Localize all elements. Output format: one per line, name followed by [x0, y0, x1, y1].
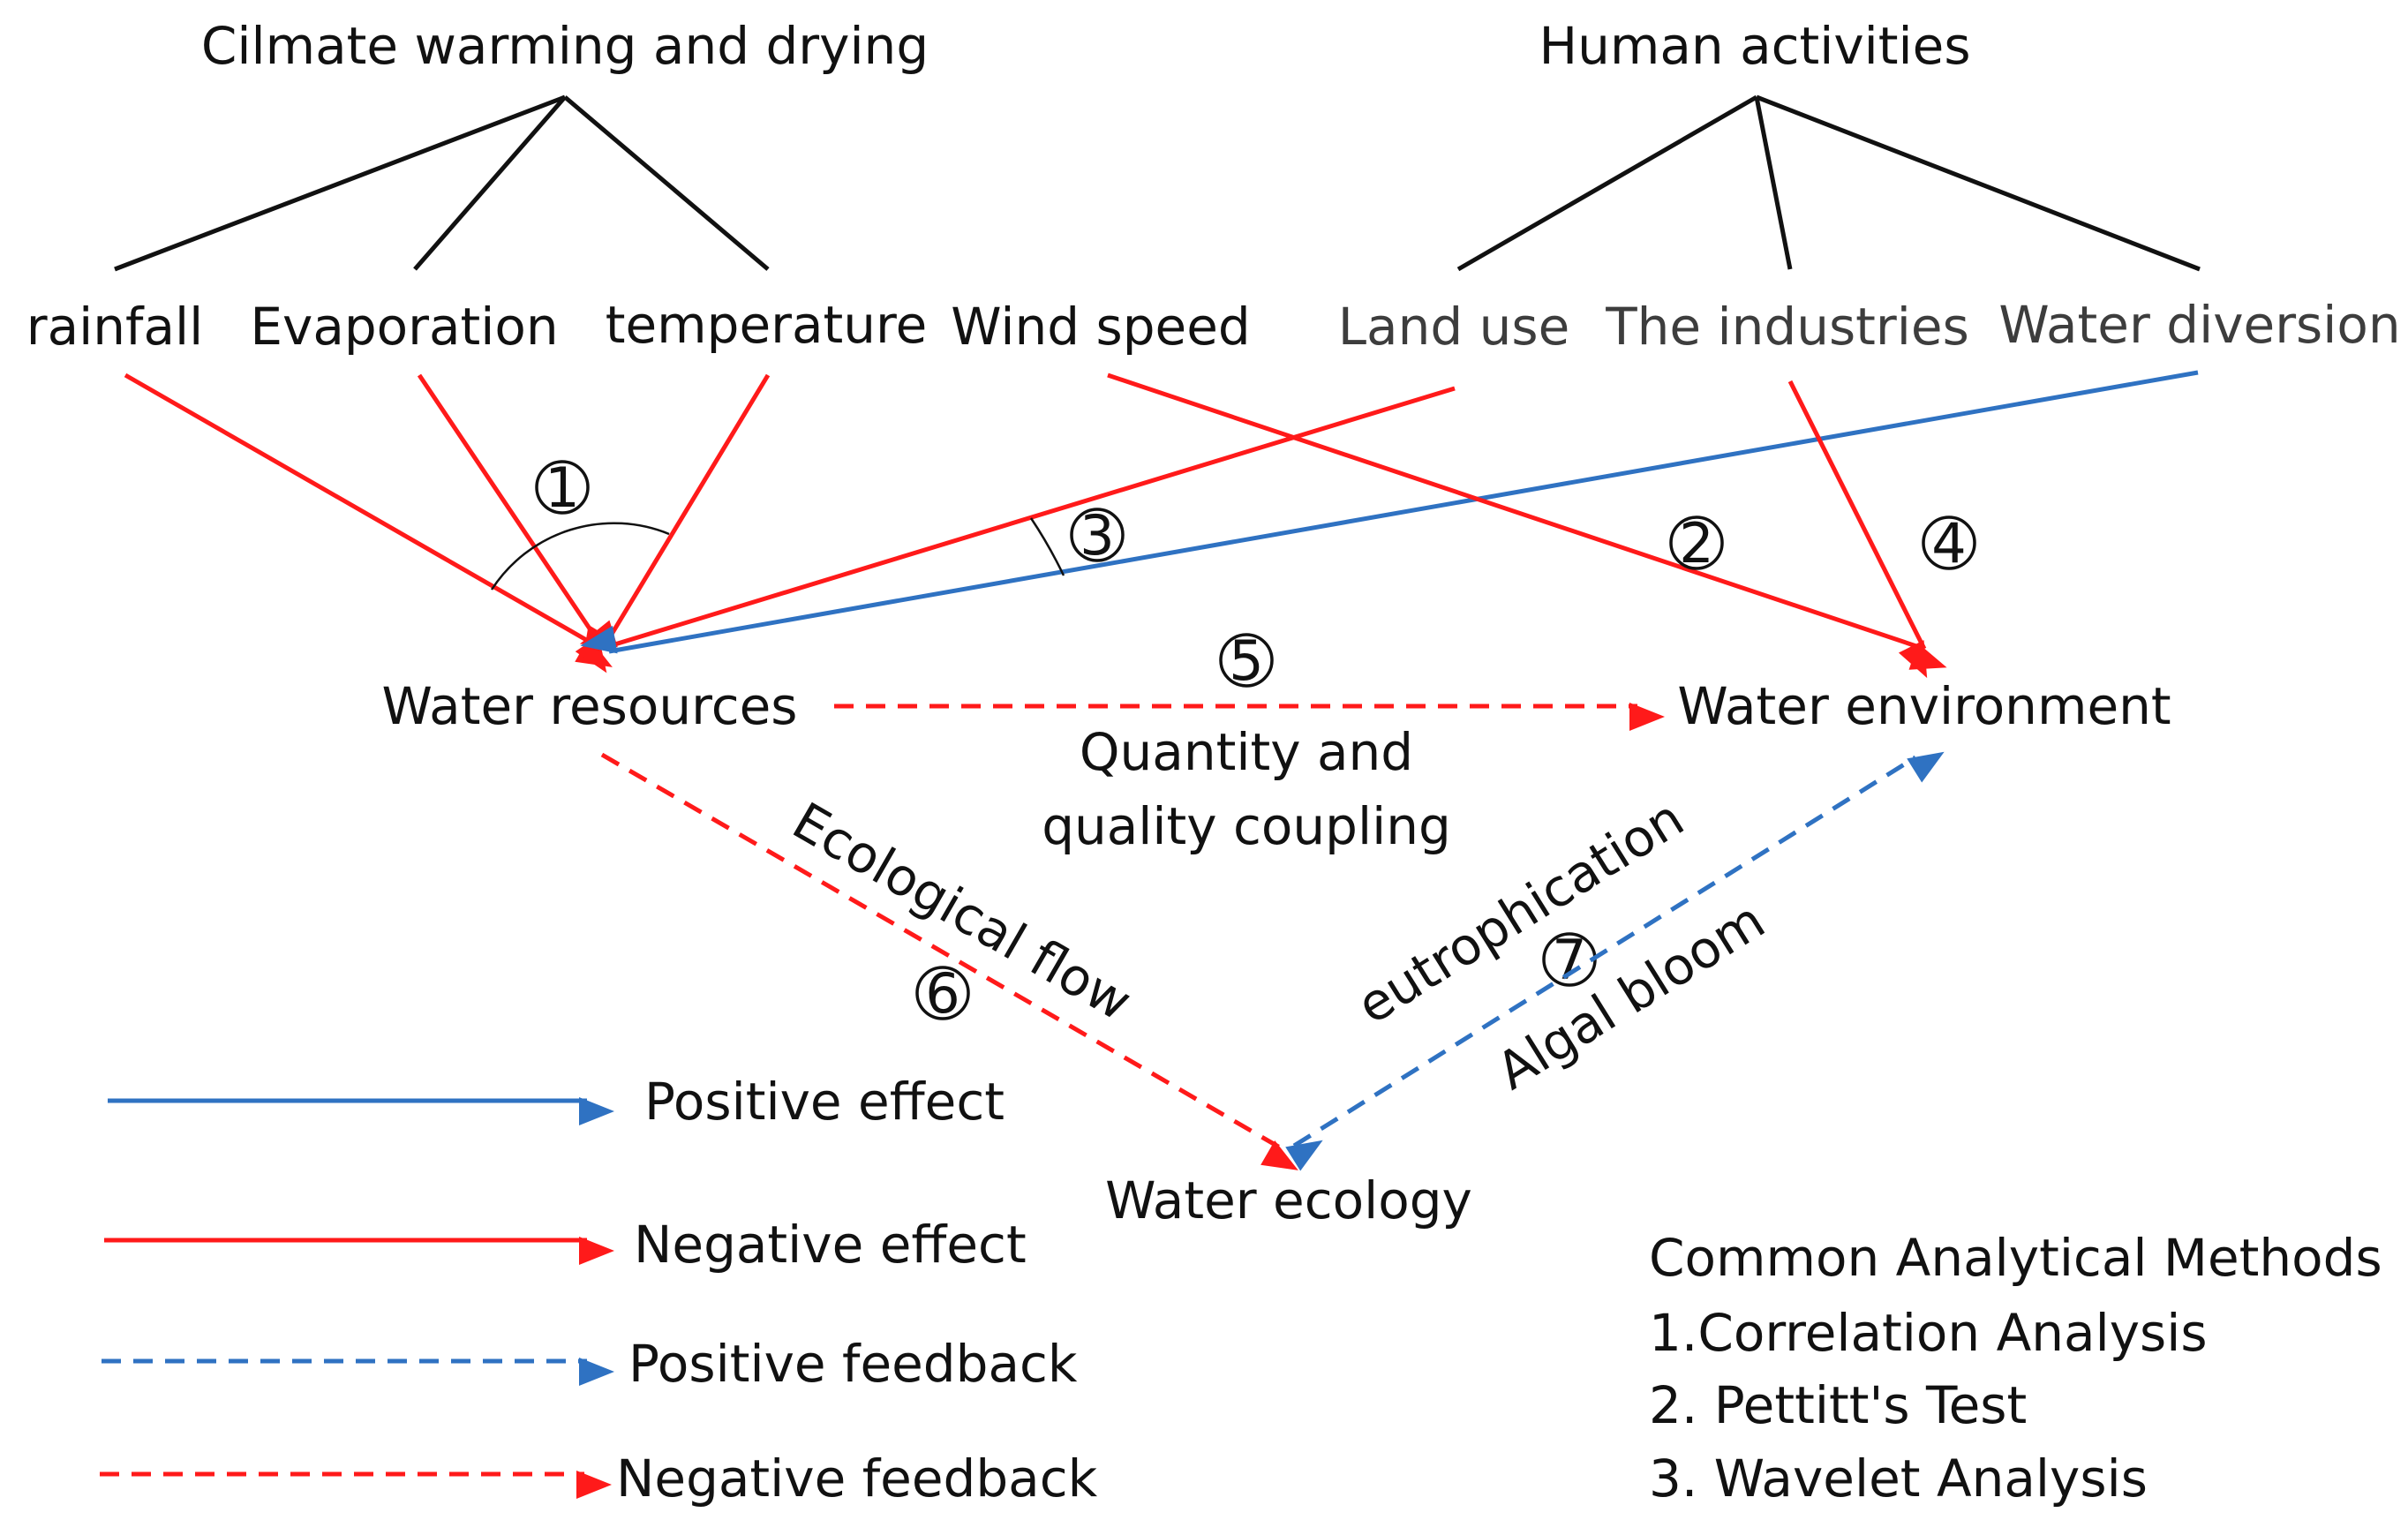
coupling-label-line2: quality coupling [1042, 796, 1451, 856]
arrow-water-resources-to-water-ecology [600, 752, 1298, 1170]
svg-text:4: 4 [1931, 511, 1966, 576]
node-water-resources: Water resources [382, 676, 798, 736]
arrow-evaporation-to-water-resources [417, 373, 607, 673]
marker-3: 3 [1070, 503, 1125, 568]
human-branch-land-use [1456, 94, 1758, 272]
marker-5: 5 [1219, 628, 1274, 693]
svg-text:5: 5 [1229, 628, 1263, 693]
marker-4: 4 [1922, 511, 1976, 576]
marker-1: 1 [535, 455, 590, 520]
angle-arc-climate [490, 522, 670, 591]
arrow-rainfall-to-water-resources [124, 372, 613, 667]
legend: Positive effect Negative effect Positive… [100, 1072, 1098, 1509]
svg-text:7: 7 [1552, 928, 1586, 992]
angle-arc-human [1029, 517, 1065, 576]
svg-text:6: 6 [925, 961, 959, 1026]
coupling-label-line1: Quantity and [1080, 722, 1413, 782]
node-water-environment: Water environment [1677, 676, 2171, 736]
climate-branch-rainfall [114, 94, 566, 272]
climate-branch-temperature [563, 95, 770, 271]
node-water-ecology: Water ecology [1105, 1170, 1472, 1230]
human-group-title: Human activities [1539, 16, 1970, 76]
svg-text:2: 2 [1679, 511, 1713, 576]
factor-rainfall: rainfall [26, 297, 203, 357]
svg-text:3: 3 [1080, 503, 1114, 568]
marker-6: 6 [915, 961, 970, 1026]
human-branch-industries [1754, 96, 1793, 270]
factor-evaporation: Evaporation [250, 297, 558, 357]
methods-title: Common Analytical Methods [1649, 1228, 2382, 1288]
legend-positive-feedback-label: Positive feedback [628, 1334, 1078, 1394]
factor-industries: The industries [1605, 297, 1969, 357]
arrow-water-environment-water-ecology-feedback [1285, 751, 1945, 1171]
method-item-2: 2. Pettitt's Test [1649, 1375, 2027, 1435]
arrow-wind-speed-to-water-environment [1107, 372, 1947, 670]
marker-2: 2 [1669, 511, 1724, 576]
legend-positive-effect-label: Positive effect [644, 1072, 1005, 1132]
arrow-land-use-to-water-resources [579, 386, 1456, 649]
arrow-temperature-to-water-resources [582, 373, 771, 663]
factor-land-use: Land use [1338, 297, 1570, 357]
legend-negative-feedback-label: Negative feedback [616, 1448, 1098, 1509]
analytical-methods: Common Analytical Methods 1.Correlation … [1649, 1228, 2382, 1509]
factor-temperature: temperature [606, 295, 928, 355]
climate-group-title: Cilmate warming and drying [201, 16, 929, 76]
factor-wind-speed: Wind speed [951, 297, 1250, 357]
svg-text:1: 1 [545, 455, 579, 520]
human-branch-water-diversion [1756, 94, 2201, 272]
arrow-water-diversion-to-water-resources [580, 370, 2199, 654]
method-item-1: 1.Correlation Analysis [1649, 1303, 2208, 1363]
climate-branch-evaporation [413, 95, 567, 271]
factor-water-diversion: Water diversion [1998, 295, 2400, 355]
method-item-3: 3. Wavelet Analysis [1649, 1448, 2148, 1509]
legend-negative-effect-label: Negative effect [634, 1215, 1027, 1275]
arrow-industries-to-water-environment [1787, 380, 1928, 679]
